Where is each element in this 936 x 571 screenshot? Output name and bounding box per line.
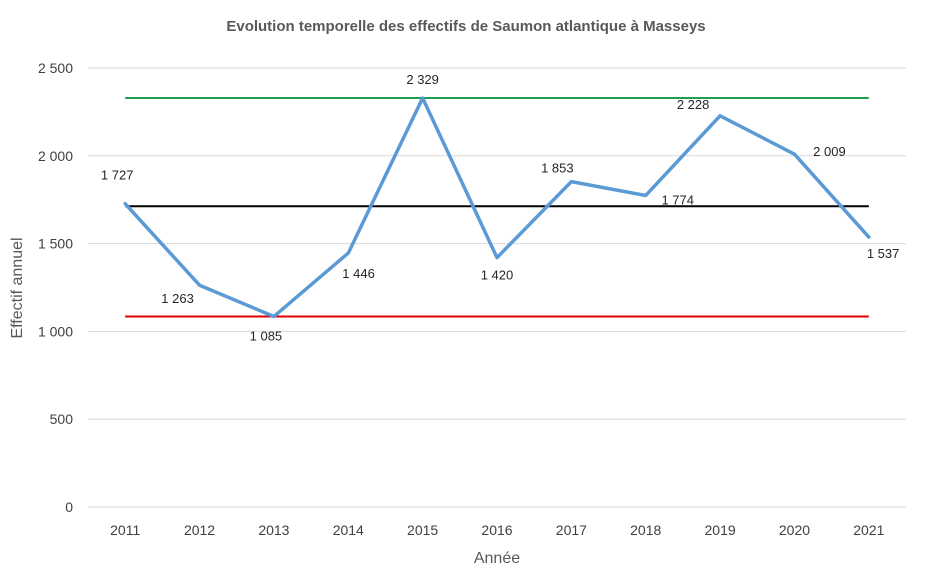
y-axis-title: Effectif annuel xyxy=(9,237,26,338)
data-label: 1 085 xyxy=(250,328,283,343)
data-label: 2 329 xyxy=(406,72,439,87)
y-tick-label: 1 000 xyxy=(38,323,73,339)
x-tick-label: 2016 xyxy=(481,522,512,538)
x-axis-title: Année xyxy=(474,550,520,567)
x-tick-label: 2019 xyxy=(705,522,736,538)
y-tick-label: 2 000 xyxy=(38,148,73,164)
x-tick-label: 2015 xyxy=(407,522,438,538)
reference-lines xyxy=(125,97,869,318)
chart-title: Evolution temporelle des effectifs de Sa… xyxy=(226,18,705,35)
x-tick-label: 2014 xyxy=(333,522,364,538)
y-tick-label: 1 500 xyxy=(38,236,73,252)
x-tick-label: 2018 xyxy=(630,522,661,538)
data-label: 2 228 xyxy=(677,97,710,112)
data-label: 1 727 xyxy=(101,168,134,183)
x-tick-label: 2017 xyxy=(556,522,587,538)
y-axis-ticks: 0 500 1 000 1 500 2 000 2 500 xyxy=(38,60,73,515)
series-line xyxy=(123,96,871,319)
data-label: 1 420 xyxy=(481,268,514,283)
x-tick-label: 2020 xyxy=(779,522,810,538)
data-label: 1 263 xyxy=(161,291,194,306)
y-tick-label: 2 500 xyxy=(38,60,73,76)
gridlines xyxy=(88,67,906,508)
data-label: 1 774 xyxy=(661,192,694,207)
data-label: 2 009 xyxy=(813,144,846,159)
data-label: 1 537 xyxy=(867,246,900,261)
data-label: 1 853 xyxy=(541,161,574,176)
data-label: 1 446 xyxy=(342,266,375,281)
data-labels: 1 727 1 263 1 085 1 446 2 329 1 420 1 853 1 774… xyxy=(101,72,899,343)
x-axis-ticks: 2011 2012 2013 2014 2015 2016 2017 2018 2019 2020… xyxy=(110,522,884,538)
x-tick-label: 2021 xyxy=(853,522,884,538)
x-tick-label: 2011 xyxy=(110,522,140,538)
y-tick-label: 500 xyxy=(50,411,74,427)
y-tick-label: 0 xyxy=(65,499,73,515)
x-tick-label: 2012 xyxy=(184,522,215,538)
x-tick-label: 2013 xyxy=(258,522,289,538)
series-layer xyxy=(123,96,871,319)
